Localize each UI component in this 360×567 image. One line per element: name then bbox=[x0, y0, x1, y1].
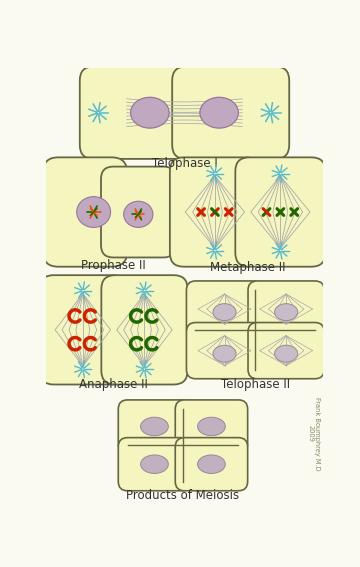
FancyBboxPatch shape bbox=[40, 275, 126, 384]
FancyBboxPatch shape bbox=[118, 400, 191, 453]
FancyBboxPatch shape bbox=[235, 158, 325, 266]
Ellipse shape bbox=[198, 417, 225, 435]
Text: Frank Boumphrey M.D
2009: Frank Boumphrey M.D 2009 bbox=[307, 397, 320, 471]
Ellipse shape bbox=[77, 197, 111, 227]
FancyBboxPatch shape bbox=[175, 400, 248, 453]
FancyBboxPatch shape bbox=[118, 438, 191, 491]
FancyBboxPatch shape bbox=[170, 158, 260, 266]
FancyBboxPatch shape bbox=[102, 275, 188, 384]
Text: Telophase I: Telophase I bbox=[152, 156, 217, 170]
FancyBboxPatch shape bbox=[80, 66, 197, 159]
Ellipse shape bbox=[213, 345, 236, 362]
Ellipse shape bbox=[213, 304, 236, 320]
Text: Telophase II: Telophase II bbox=[221, 378, 290, 391]
FancyBboxPatch shape bbox=[248, 323, 324, 379]
Ellipse shape bbox=[141, 455, 168, 473]
Ellipse shape bbox=[198, 455, 225, 473]
Ellipse shape bbox=[141, 417, 168, 435]
FancyBboxPatch shape bbox=[43, 158, 127, 266]
Text: Metaphase II: Metaphase II bbox=[210, 261, 285, 273]
Ellipse shape bbox=[275, 345, 298, 362]
Ellipse shape bbox=[275, 304, 298, 320]
Text: Prophase II: Prophase II bbox=[81, 259, 146, 272]
FancyBboxPatch shape bbox=[172, 66, 289, 159]
Text: Products of Meiosis: Products of Meiosis bbox=[126, 489, 239, 502]
Ellipse shape bbox=[124, 201, 153, 227]
FancyBboxPatch shape bbox=[175, 438, 248, 491]
Ellipse shape bbox=[200, 98, 238, 128]
Ellipse shape bbox=[131, 98, 169, 128]
FancyBboxPatch shape bbox=[186, 281, 263, 337]
FancyBboxPatch shape bbox=[101, 167, 176, 257]
FancyBboxPatch shape bbox=[186, 323, 263, 379]
Text: Anaphase II: Anaphase II bbox=[79, 378, 148, 391]
FancyBboxPatch shape bbox=[248, 281, 324, 337]
